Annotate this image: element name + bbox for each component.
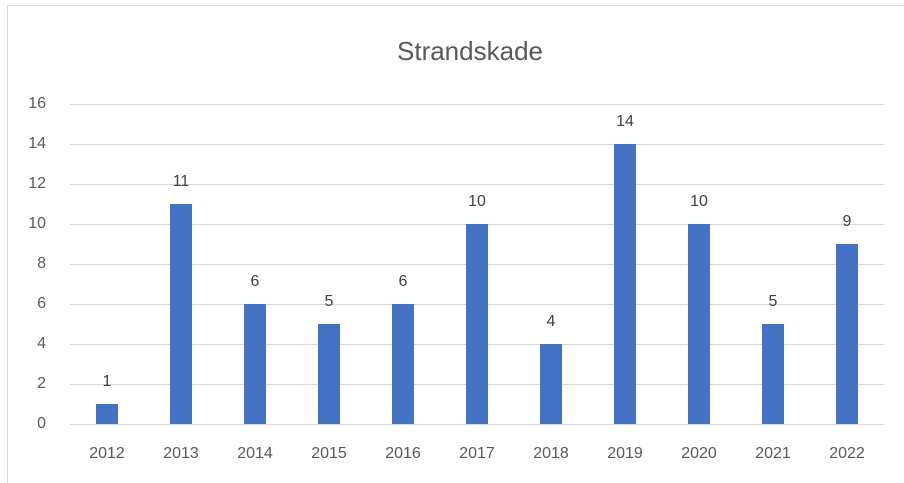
chart-border — [7, 5, 904, 483]
bar — [170, 204, 192, 424]
x-tick-label: 2013 — [163, 445, 199, 462]
bar — [96, 404, 118, 424]
bar — [540, 344, 562, 424]
bar — [318, 324, 340, 424]
x-tick-label: 2012 — [89, 445, 125, 462]
bar — [836, 244, 858, 424]
y-tick-label: 12 — [28, 175, 46, 192]
bar — [244, 304, 266, 424]
bar — [466, 224, 488, 424]
y-tick-label: 6 — [37, 295, 46, 312]
data-label: 10 — [468, 193, 486, 210]
x-tick-label: 2014 — [237, 445, 273, 462]
x-tick-label: 2017 — [459, 445, 495, 462]
x-tick-label: 2016 — [385, 445, 421, 462]
x-tick-label: 2021 — [755, 445, 791, 462]
data-label: 1 — [103, 373, 112, 390]
data-label: 14 — [616, 113, 634, 130]
bar — [392, 304, 414, 424]
bar — [688, 224, 710, 424]
bar — [614, 144, 636, 424]
chart-title: Strandskade — [397, 36, 543, 66]
data-label: 5 — [769, 293, 778, 310]
x-tick-label: 2019 — [607, 445, 643, 462]
x-tick-label: 2015 — [311, 445, 347, 462]
y-tick-label: 14 — [28, 135, 46, 152]
x-tick-label: 2020 — [681, 445, 717, 462]
data-label: 10 — [690, 193, 708, 210]
y-tick-label: 8 — [37, 255, 46, 272]
data-label: 4 — [547, 313, 556, 330]
x-tick-label: 2018 — [533, 445, 569, 462]
x-tick-label: 2022 — [829, 445, 865, 462]
y-tick-label: 4 — [37, 335, 46, 352]
y-tick-label: 0 — [37, 415, 46, 432]
y-tick-label: 16 — [28, 95, 46, 112]
bar — [762, 324, 784, 424]
data-label: 6 — [399, 273, 408, 290]
data-label: 9 — [843, 213, 852, 230]
data-label: 5 — [325, 293, 334, 310]
y-tick-label: 2 — [37, 375, 46, 392]
data-label: 11 — [173, 173, 190, 190]
y-tick-label: 10 — [28, 215, 46, 232]
data-label: 6 — [251, 273, 260, 290]
